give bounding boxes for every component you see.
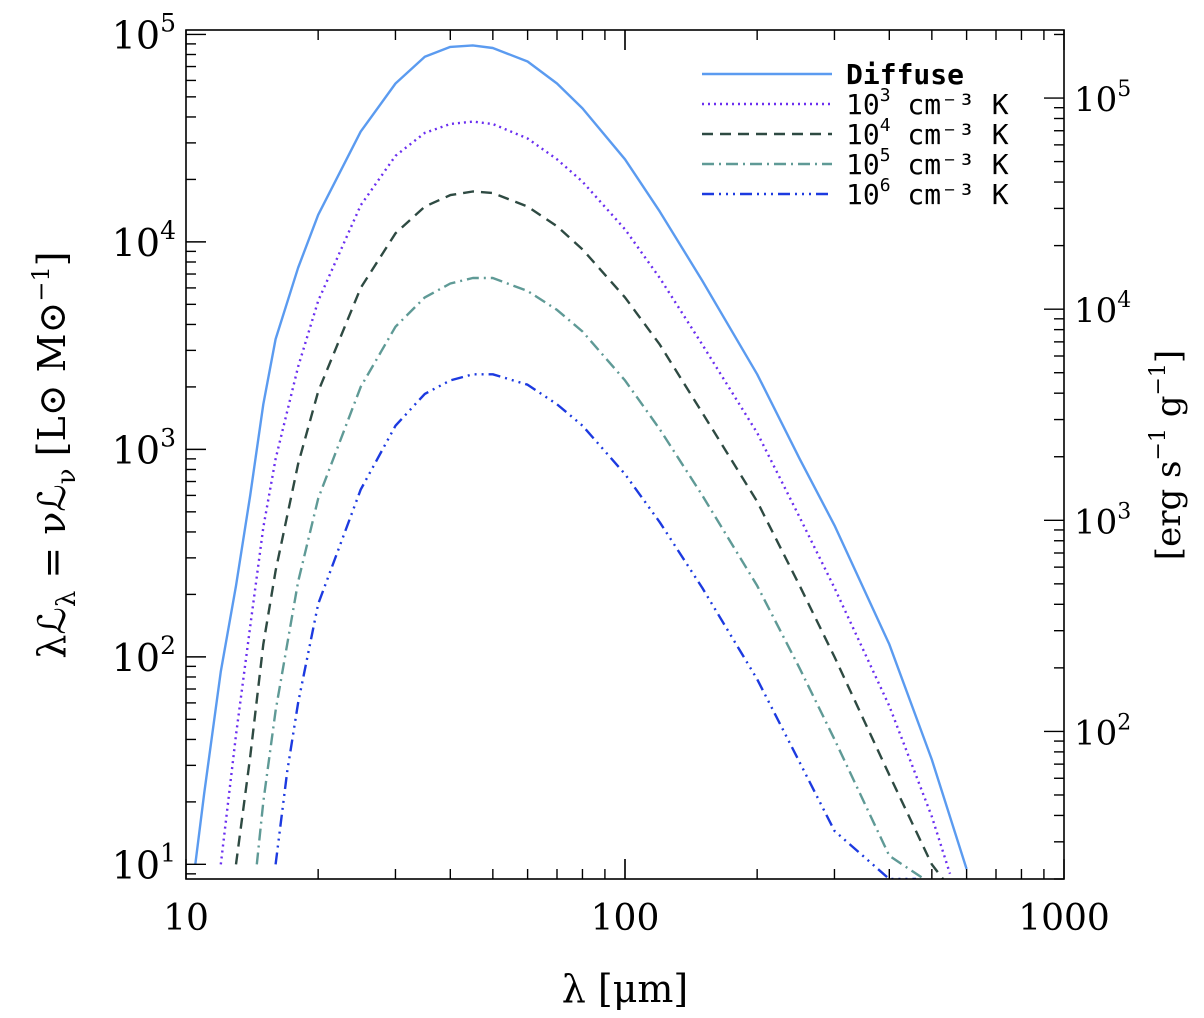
y-tick-label: 105 bbox=[112, 8, 176, 57]
series-layer bbox=[194, 44, 968, 879]
ticks-layer bbox=[185, 30, 1065, 880]
legend-label-4: 105 cm⁻³ K bbox=[846, 145, 1009, 181]
x-tick-label: 100 bbox=[591, 898, 660, 939]
y-axis-title-right: [erg s−1 g−1] bbox=[1146, 350, 1189, 560]
y-tick-label: 104 bbox=[112, 216, 176, 265]
y-right-tick-label: 104 bbox=[1074, 288, 1131, 331]
legend-label-3: 104 cm⁻³ K bbox=[846, 115, 1009, 151]
series-line-3 bbox=[234, 190, 944, 879]
legend-label-5: 106 cm⁻³ K bbox=[846, 175, 1009, 211]
legend-label-2: 103 cm⁻³ K bbox=[846, 85, 1009, 121]
series-line-4 bbox=[255, 276, 925, 879]
x-tick-label: 10 bbox=[163, 898, 209, 939]
x-axis-title: λ [μm] bbox=[562, 967, 689, 1011]
y-tick-label: 103 bbox=[112, 423, 176, 472]
y-tick-label: 102 bbox=[112, 631, 176, 680]
y-tick-label: 101 bbox=[112, 838, 176, 887]
legend-label-1: Diffuse bbox=[846, 58, 964, 91]
x-tick-label: 1000 bbox=[1018, 898, 1110, 939]
series-line-2 bbox=[219, 120, 952, 875]
y-right-tick-label: 105 bbox=[1074, 77, 1131, 120]
y-right-tick-label: 103 bbox=[1074, 499, 1131, 542]
y-axis-title-left: λℒλ = νℒν [L⊙ M⊙−1] bbox=[27, 251, 82, 658]
series-line-5 bbox=[274, 373, 916, 879]
tick-labels-layer: 10 100 1000 101 102 103 104 105 102 103 104 105 bbox=[112, 8, 1132, 939]
y-right-tick-label: 102 bbox=[1074, 710, 1131, 753]
series-line-1 bbox=[194, 44, 968, 870]
